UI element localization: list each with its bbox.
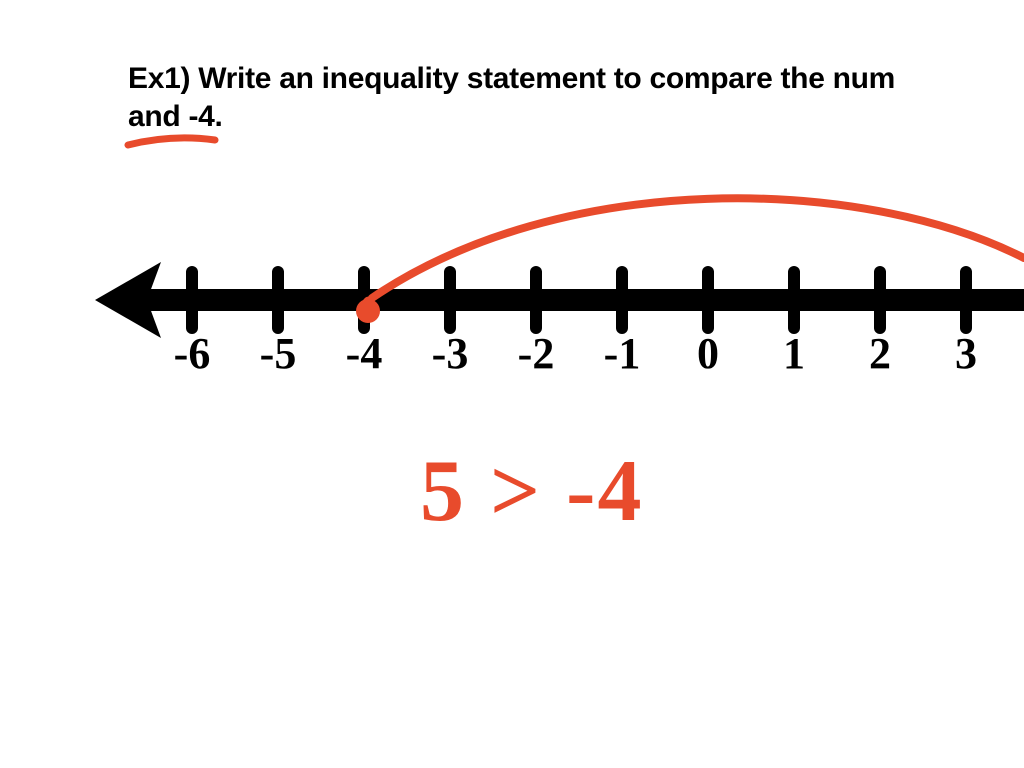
tick-label: 0 [697, 329, 719, 378]
underline-stroke [128, 138, 215, 145]
tick-label: 1 [783, 329, 805, 378]
tick-label: 3 [955, 329, 977, 378]
tick-label: 2 [869, 329, 891, 378]
tick-label: -6 [174, 329, 211, 378]
tick-label: -2 [518, 329, 555, 378]
tick-label: -4 [346, 329, 383, 378]
tick-label: -1 [604, 329, 641, 378]
number-line-labels: -6-5-4-3-2-101234 [174, 329, 1024, 378]
diagram-canvas: -6-5-4-3-2-101234 5 > -4 [0, 0, 1024, 768]
arc-annotation [372, 198, 1024, 298]
tick-label: -5 [260, 329, 297, 378]
answer-inequality: 5 > -4 [420, 443, 643, 540]
tick-label: -3 [432, 329, 469, 378]
